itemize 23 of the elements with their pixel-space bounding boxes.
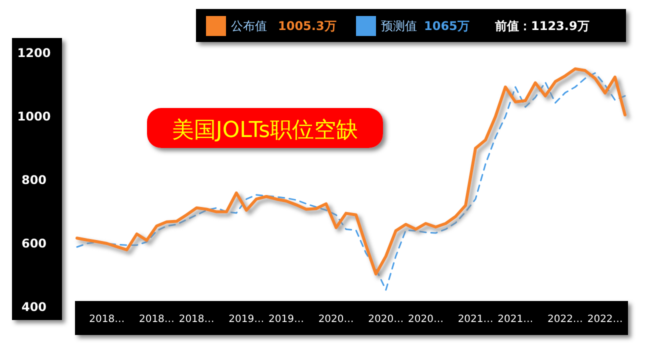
- x-tick-label: 2020…: [318, 314, 354, 325]
- y-tick-label: 1000: [17, 110, 51, 124]
- text: 1005.3万: [278, 19, 336, 33]
- x-tick-label: 2019…: [268, 314, 304, 325]
- text: 前值：1123.9万: [495, 19, 590, 33]
- x-tick-label: 2018…: [138, 314, 174, 325]
- x-tick-label: 2022…: [587, 314, 623, 325]
- legend-label: 预测值: [381, 19, 417, 33]
- x-tick-label: 2019…: [228, 314, 264, 325]
- x-tick-label: 2021…: [498, 314, 534, 325]
- x-tick-label: 2018…: [178, 314, 214, 325]
- y-tick-label: 800: [21, 173, 47, 187]
- y-tick-label: 600: [21, 236, 47, 250]
- x-tick-label: 2018…: [89, 314, 125, 325]
- text: 1065万: [424, 19, 470, 33]
- legend-label: 公布值: [231, 19, 267, 33]
- x-tick-label: 2022…: [547, 314, 583, 325]
- x-tick-label: 2020…: [408, 314, 444, 325]
- x-tick-label: 2021…: [458, 314, 494, 325]
- x-tick-label: 2020…: [368, 314, 404, 325]
- y-tick-label: 1200: [17, 46, 51, 60]
- title: 美国JOLTs职位空缺: [147, 108, 383, 148]
- y-tick-label: 400: [21, 300, 47, 314]
